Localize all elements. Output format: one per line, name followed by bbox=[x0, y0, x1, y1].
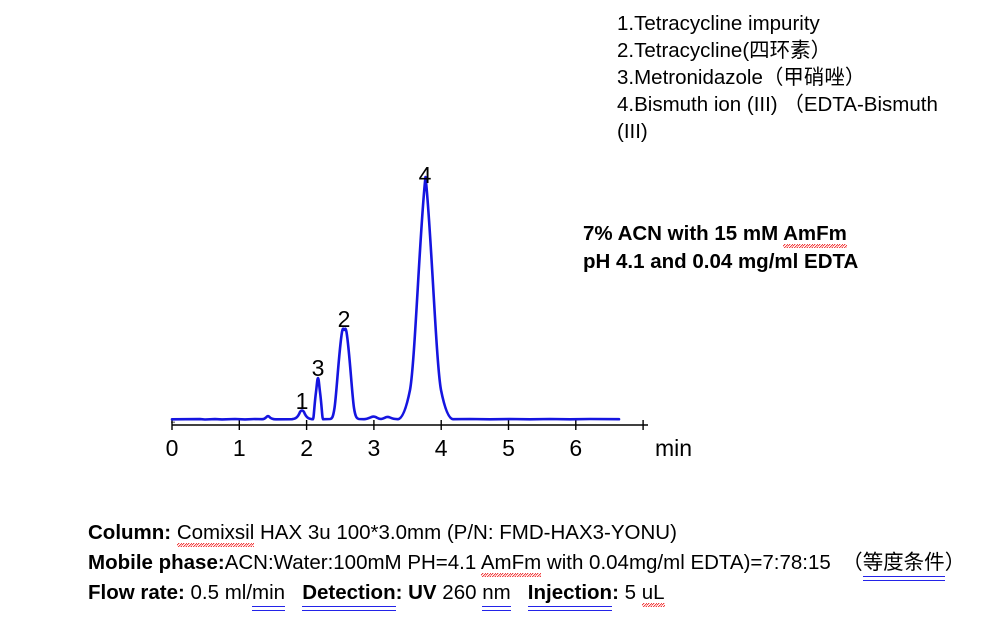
svg-text:min: min bbox=[655, 435, 692, 461]
svg-text:6: 6 bbox=[569, 435, 582, 461]
svg-text:5: 5 bbox=[502, 435, 515, 461]
svg-text:3: 3 bbox=[368, 435, 381, 461]
svg-text:0: 0 bbox=[166, 435, 179, 461]
svg-text:3: 3 bbox=[312, 355, 325, 381]
svg-text:1: 1 bbox=[296, 388, 309, 414]
svg-text:4: 4 bbox=[419, 162, 432, 188]
svg-text:2: 2 bbox=[338, 306, 351, 332]
svg-text:4: 4 bbox=[435, 435, 448, 461]
svg-text:1: 1 bbox=[233, 435, 246, 461]
svg-text:2: 2 bbox=[300, 435, 313, 461]
